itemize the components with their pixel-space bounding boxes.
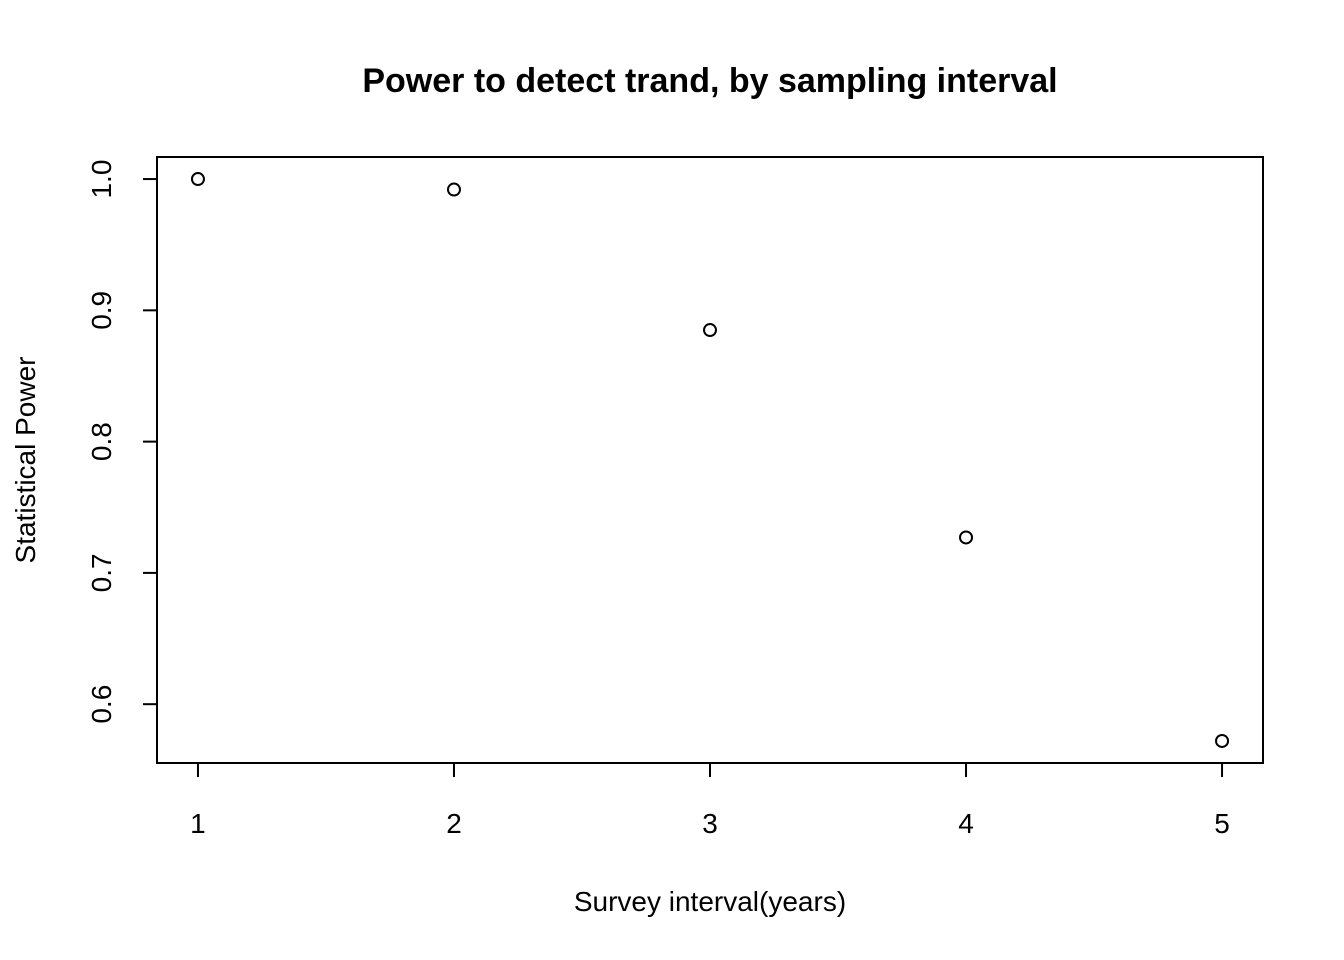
x-axis-title: Survey interval(years)	[574, 886, 846, 917]
x-axis: 1 2 3 4 5	[190, 762, 1230, 839]
x-tick-label: 1	[190, 808, 206, 839]
x-tick-label: 3	[702, 808, 718, 839]
chart-title: Power to detect trand, by sampling inter…	[362, 62, 1057, 100]
y-axis-title: Statistical Power	[10, 357, 41, 564]
x-tick-label: 2	[446, 808, 462, 839]
x-tick-label: 4	[958, 808, 974, 839]
y-tick-label: 0.7	[86, 553, 117, 592]
data-points	[190, 172, 1230, 748]
y-axis: 0.6 0.7 0.8 0.9 1.0	[86, 160, 158, 724]
plot-frame	[156, 156, 1264, 764]
y-tick-label: 0.6	[86, 685, 117, 724]
y-tick-label: 0.9	[86, 291, 117, 330]
data-point	[446, 182, 461, 197]
data-point	[190, 172, 205, 187]
data-point	[959, 530, 974, 545]
data-point	[703, 323, 717, 338]
x-tick-label: 5	[1214, 808, 1230, 839]
y-tick-label: 0.8	[86, 422, 117, 461]
y-tick-label: 1.0	[86, 160, 117, 199]
data-point	[1215, 733, 1230, 748]
